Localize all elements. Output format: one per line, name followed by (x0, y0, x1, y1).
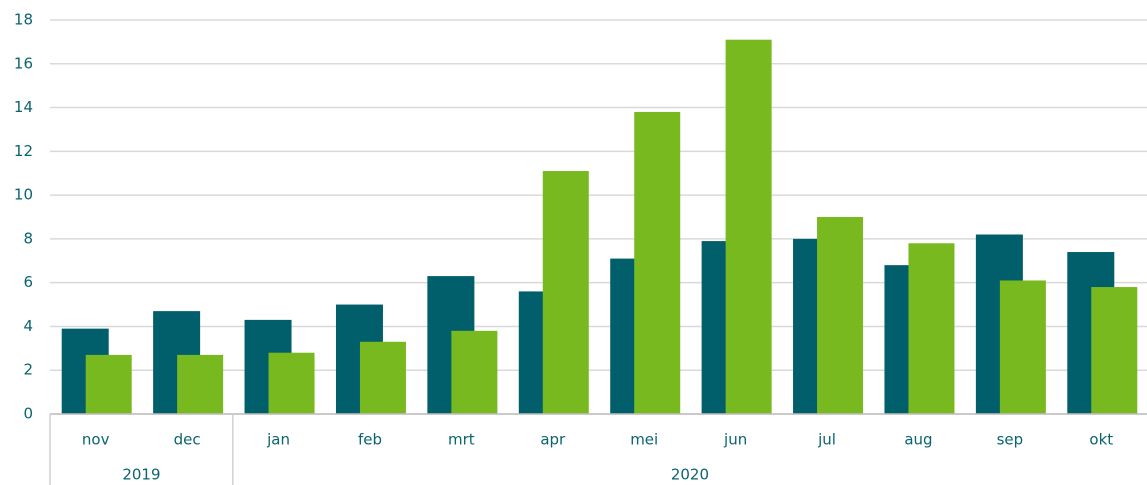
bar (908, 243, 955, 414)
x-tick-label: jul (817, 431, 836, 449)
x-tick-label: jan (266, 431, 290, 449)
x-tick-label: dec (174, 431, 201, 449)
x-tick-label: sep (997, 431, 1024, 449)
bar (359, 341, 406, 414)
y-tick-label: 18 (14, 11, 33, 29)
group-label: 2019 (122, 466, 160, 484)
x-tick-label: aug (904, 431, 932, 449)
x-tick-label: mrt (448, 431, 475, 449)
y-tick-label: 0 (23, 405, 33, 423)
x-tick-label: feb (358, 431, 382, 449)
x-tick-label: mei (630, 431, 658, 449)
x-tick-label: nov (82, 431, 110, 449)
bar (634, 111, 681, 414)
bar (451, 330, 498, 414)
bar (542, 171, 589, 414)
y-tick-label: 12 (14, 142, 33, 160)
bar (725, 39, 772, 414)
y-tick-label: 10 (14, 186, 33, 204)
y-tick-label: 16 (14, 54, 33, 72)
y-tick-label: 4 (23, 317, 33, 335)
x-tick-label: okt (1089, 431, 1113, 449)
group-label: 2020 (671, 466, 709, 484)
x-tick-label: apr (540, 431, 566, 449)
bar (1091, 287, 1138, 414)
bar (817, 217, 864, 414)
y-tick-label: 2 (23, 361, 33, 379)
bar (177, 354, 224, 414)
bar (268, 352, 315, 414)
y-tick-label: 6 (23, 273, 33, 291)
x-tick-label: jun (723, 431, 747, 449)
y-tick-label: 14 (14, 98, 33, 116)
bar (999, 280, 1046, 414)
y-tick-label: 8 (23, 229, 33, 247)
bar (85, 354, 132, 414)
